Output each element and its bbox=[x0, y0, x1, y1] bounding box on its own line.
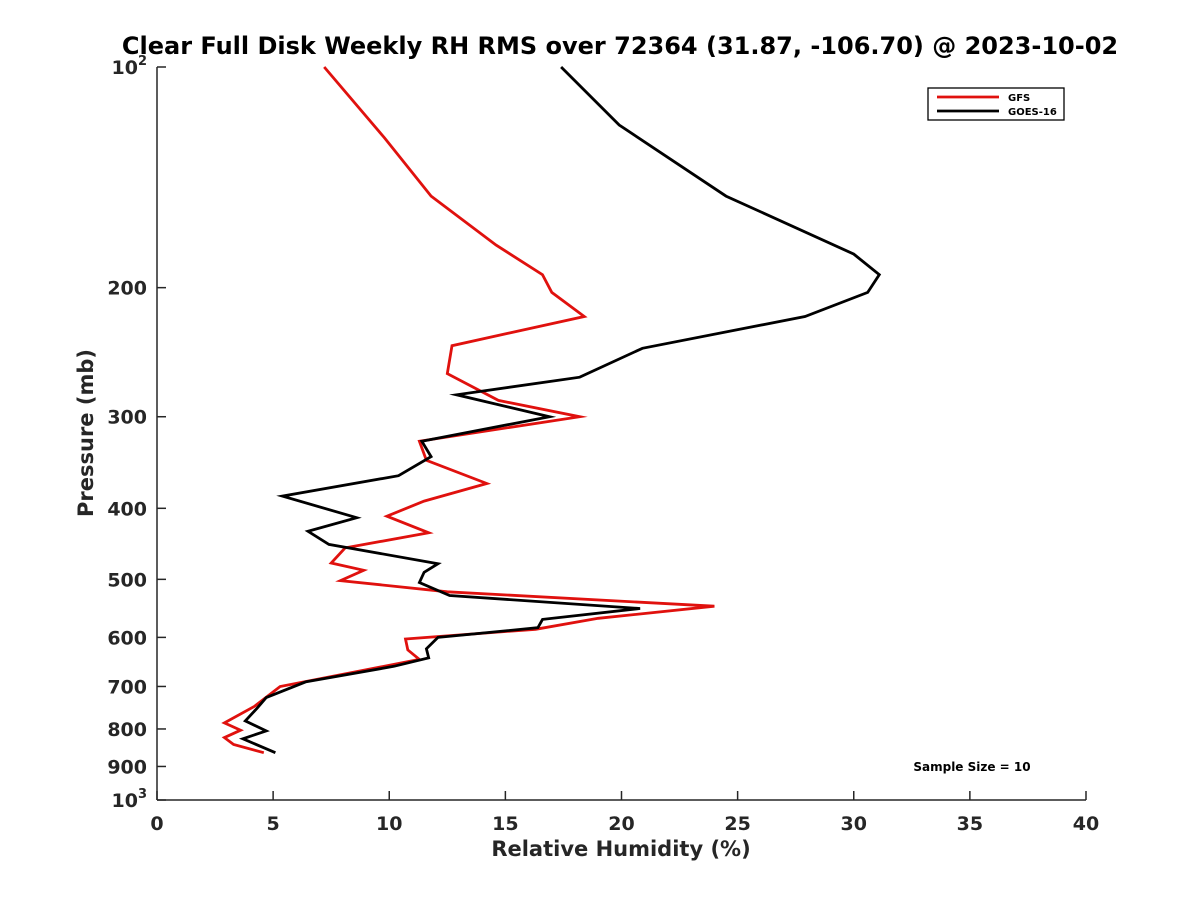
y-axis-label: Pressure (mb) bbox=[74, 349, 98, 517]
x-tick-label: 30 bbox=[841, 813, 867, 835]
y-tick-label: 400 bbox=[107, 498, 147, 520]
plot-axes: 0 5 10 15 20 25 30 35 40 102 200 300 400 500 600 700 800… bbox=[107, 54, 1099, 835]
series-layer bbox=[221, 66, 882, 755]
legend: GFS GOES-16 bbox=[927, 87, 1065, 121]
sample-size-annotation: Sample Size = 10 bbox=[913, 760, 1030, 774]
y-tick-label: 800 bbox=[107, 719, 147, 741]
series-line-gfs bbox=[221, 66, 715, 755]
x-tick-label: 25 bbox=[724, 813, 750, 835]
y-tick-label: 103 bbox=[112, 787, 148, 812]
x-tick-label: 40 bbox=[1073, 813, 1099, 835]
series-line-goes-16 bbox=[238, 66, 882, 754]
legend-label-gfs: GFS bbox=[1008, 93, 1030, 104]
x-tick-label: 35 bbox=[957, 813, 983, 835]
x-axis-label: Relative Humidity (%) bbox=[491, 837, 750, 861]
chart-title: Clear Full Disk Weekly RH RMS over 72364… bbox=[122, 32, 1118, 60]
y-tick-label: 102 bbox=[112, 54, 148, 79]
y-tick-label: 700 bbox=[107, 676, 147, 698]
legend-label-goes-16: GOES-16 bbox=[1008, 107, 1057, 118]
legend-box bbox=[927, 87, 1065, 121]
y-tick-label: 300 bbox=[107, 407, 147, 429]
x-tick-label: 20 bbox=[608, 813, 634, 835]
y-tick-label: 600 bbox=[107, 627, 147, 649]
y-tick-label: 500 bbox=[107, 569, 147, 591]
x-tick-label: 10 bbox=[376, 813, 402, 835]
x-tick-label: 0 bbox=[150, 813, 163, 835]
y-tick-label: 900 bbox=[107, 756, 147, 778]
x-tick-label: 5 bbox=[267, 813, 280, 835]
y-tick-label: 200 bbox=[107, 278, 147, 300]
x-tick-label: 15 bbox=[492, 813, 518, 835]
